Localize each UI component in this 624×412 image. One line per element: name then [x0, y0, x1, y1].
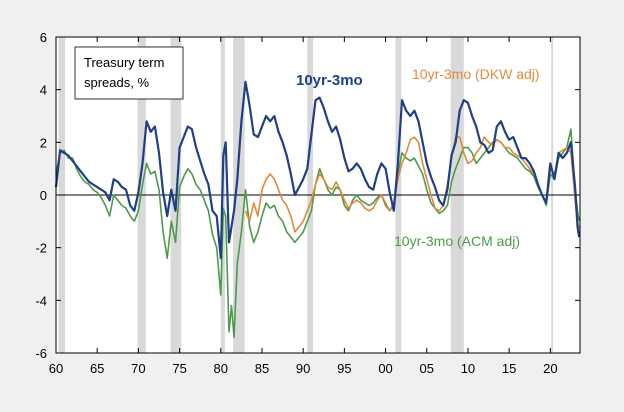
y-tick-label-4: 4 [40, 83, 47, 98]
series-label-dkw: 10yr-3mo (DKW adj) [412, 66, 540, 82]
x-tick-label-85: 85 [255, 361, 269, 376]
y-tick-label--2: -2 [35, 241, 47, 256]
series-label-acm: 10yr-3mo (ACM adj) [394, 233, 520, 249]
series-line-1 [244, 136, 580, 233]
x-tick-label-75: 75 [172, 361, 186, 376]
axis-layer: -6 -4 -2 0 2 4 6 60 65 70 75 80 85 90 95 00 05 10 15 20 [35, 30, 580, 376]
x-tick-label-20: 20 [543, 361, 557, 376]
title-box-line-1: Treasury term [84, 55, 164, 70]
x-tick-label-60: 60 [49, 361, 63, 376]
title-box: Treasury term spreads, % [74, 46, 184, 100]
x-tick-label-05: 05 [420, 361, 434, 376]
y-tick-label--4: -4 [35, 293, 47, 308]
x-tick-label-95: 95 [337, 361, 351, 376]
x-tick-label-65: 65 [90, 361, 104, 376]
x-tick-label-80: 80 [214, 361, 228, 376]
title-box-frame [74, 46, 184, 100]
x-tick-label-10: 10 [461, 361, 475, 376]
x-tick-label-15: 15 [502, 361, 516, 376]
y-tick-label--6: -6 [35, 346, 47, 361]
title-box-line-2: spreads, % [84, 75, 149, 90]
series-label-10yr-3mo: 10yr-3mo [296, 72, 363, 89]
y-tick-label-6: 6 [40, 30, 47, 45]
x-tick-label-70: 70 [131, 361, 145, 376]
x-tick-label-90: 90 [296, 361, 310, 376]
y-tick-label-2: 2 [40, 135, 47, 150]
series-layer [54, 80, 581, 338]
x-tick-label-00: 00 [378, 361, 392, 376]
y-tick-label-0: 0 [40, 188, 47, 203]
series-line-0 [54, 80, 581, 260]
